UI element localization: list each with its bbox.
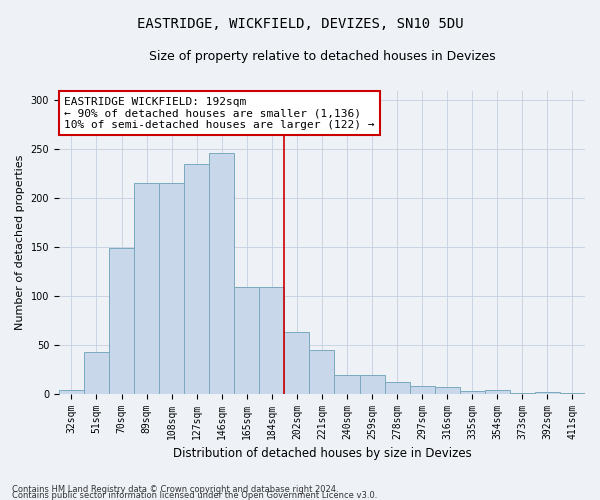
Bar	[284, 332, 310, 394]
Text: EASTRIDGE, WICKFIELD, DEVIZES, SN10 5DU: EASTRIDGE, WICKFIELD, DEVIZES, SN10 5DU	[137, 18, 463, 32]
Text: EASTRIDGE WICKFIELD: 192sqm
← 90% of detached houses are smaller (1,136)
10% of : EASTRIDGE WICKFIELD: 192sqm ← 90% of det…	[64, 96, 374, 130]
Text: Contains HM Land Registry data © Crown copyright and database right 2024.: Contains HM Land Registry data © Crown c…	[12, 486, 338, 494]
Bar	[485, 390, 510, 394]
Bar	[259, 287, 284, 394]
Title: Size of property relative to detached houses in Devizes: Size of property relative to detached ho…	[149, 50, 495, 63]
Text: Contains public sector information licensed under the Open Government Licence v3: Contains public sector information licen…	[12, 492, 377, 500]
Bar	[510, 392, 535, 394]
Bar	[385, 382, 410, 394]
Bar	[59, 390, 84, 394]
Bar	[234, 287, 259, 394]
Bar	[434, 387, 460, 394]
Bar	[460, 391, 485, 394]
Bar	[410, 386, 434, 394]
Y-axis label: Number of detached properties: Number of detached properties	[15, 154, 25, 330]
Bar	[359, 375, 385, 394]
Bar	[134, 184, 159, 394]
Bar	[109, 248, 134, 394]
Bar	[310, 350, 334, 394]
Bar	[159, 184, 184, 394]
X-axis label: Distribution of detached houses by size in Devizes: Distribution of detached houses by size …	[173, 447, 472, 460]
Bar	[209, 153, 234, 394]
Bar	[84, 352, 109, 394]
Bar	[560, 392, 585, 394]
Bar	[334, 375, 359, 394]
Bar	[535, 392, 560, 394]
Bar	[184, 164, 209, 394]
